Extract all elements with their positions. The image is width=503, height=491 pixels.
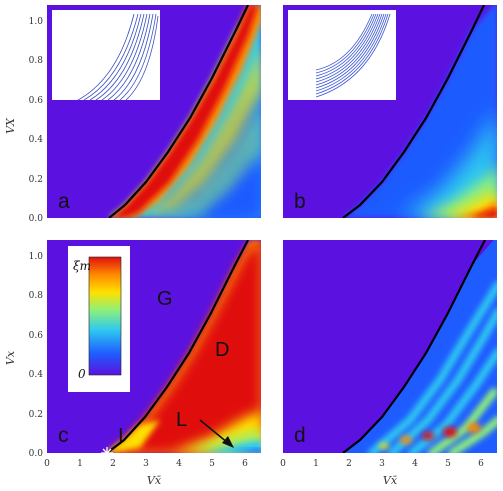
region-label-i: I (118, 425, 124, 447)
colorbar-top-label: ξm (73, 259, 91, 273)
panel-a-inset-curves (77, 13, 159, 101)
region-label-g: G (157, 288, 173, 310)
x-ticks-left: 0 1 2 3 4 5 6 (44, 459, 248, 469)
panel-c-heatmap (107, 240, 261, 453)
panel-a-inset (52, 10, 160, 100)
panel-d: d (283, 240, 497, 453)
y-tick-label: 0.0 (29, 449, 44, 459)
asterisk-icon (101, 447, 113, 459)
x-axis-label-right: Vx̄ (383, 474, 398, 487)
x-axis-label-left: Vx̄ (147, 474, 162, 487)
panel-b-inset-curves (315, 13, 391, 98)
panel-c-label: c (58, 424, 69, 447)
y-tick-label: 0.4 (29, 135, 44, 145)
y-tick-label: 0.2 (29, 410, 43, 420)
y-ticks-bottom: 0.0 0.2 0.4 0.6 0.8 1.0 (29, 252, 44, 459)
panel-c: ξm 0 G D L I c (47, 240, 261, 459)
colorbar-bottom-label: 0 (78, 367, 86, 381)
x-tick-label: 4 (176, 459, 182, 469)
region-label-d: D (215, 339, 229, 361)
y-tick-label: 0.6 (29, 331, 44, 341)
y-axis-label-bottom: Vx (4, 350, 17, 365)
x-tick-label: 0 (280, 459, 286, 469)
x-ticks-right: 0 1 2 3 4 5 6 (280, 459, 484, 469)
panel-c-boundary-curve (106, 240, 249, 453)
arrow-icon (199, 419, 234, 448)
y-ticks-top: 0.0 0.2 0.4 0.6 0.8 1.0 (29, 17, 44, 224)
x-tick-label: 0 (44, 459, 50, 469)
panel-d-boundary-curve (342, 240, 486, 453)
panel-b-label: b (294, 190, 306, 213)
panel-a: a (47, 5, 261, 218)
y-tick-label: 0.6 (29, 96, 44, 106)
x-tick-label: 5 (445, 459, 451, 469)
y-axis-label-top: VX (4, 117, 17, 134)
x-tick-label: 2 (110, 459, 116, 469)
y-tick-label: 1.0 (29, 17, 44, 27)
x-tick-label: 5 (209, 459, 215, 469)
panel-a-label: a (58, 190, 70, 213)
y-tick-label: 0.4 (29, 370, 44, 380)
x-tick-label: 6 (478, 459, 484, 469)
panel-b-boundary-curve (342, 5, 485, 218)
y-tick-label: 0.0 (29, 214, 44, 224)
panel-b: b (283, 5, 497, 218)
panel-a-boundary-curve (108, 5, 249, 218)
x-tick-label: 3 (143, 459, 149, 469)
x-tick-label: 1 (313, 459, 319, 469)
panel-d-label: d (294, 424, 306, 447)
x-tick-label: 4 (412, 459, 418, 469)
panel-c-colorbar (88, 256, 122, 376)
panel-b-inset (288, 10, 396, 100)
x-tick-label: 6 (242, 459, 248, 469)
x-tick-label: 1 (77, 459, 83, 469)
x-tick-label: 3 (379, 459, 385, 469)
y-tick-label: 0.2 (29, 175, 43, 185)
y-tick-label: 0.8 (29, 291, 44, 301)
y-tick-label: 0.8 (29, 56, 44, 66)
x-tick-label: 2 (346, 459, 352, 469)
y-tick-label: 1.0 (29, 252, 44, 262)
region-label-l: L (176, 409, 187, 431)
